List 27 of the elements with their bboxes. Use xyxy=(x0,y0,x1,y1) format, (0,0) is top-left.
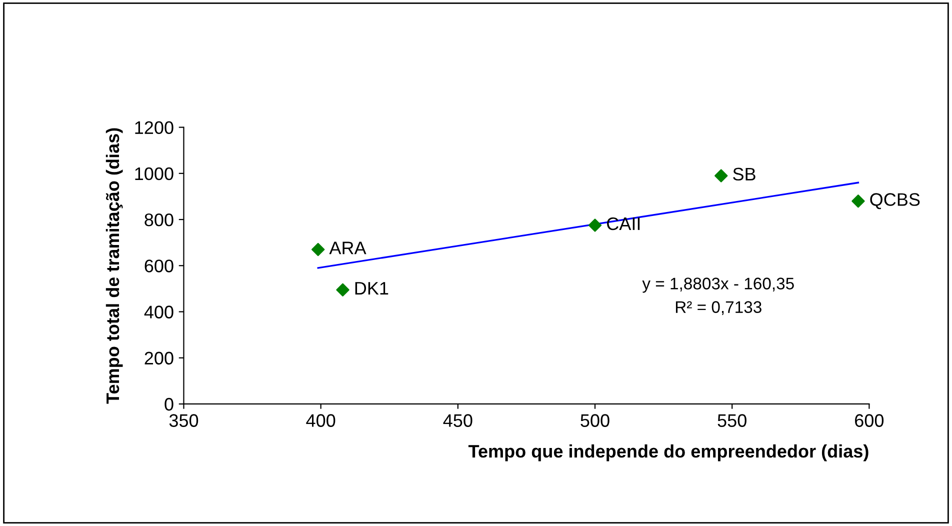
y-tick-label: 200 xyxy=(144,352,174,365)
x-tick-label: 600 xyxy=(855,414,884,427)
y-axis-title: Tempo total de tramitação (dias) xyxy=(106,128,123,404)
annotation: SB xyxy=(733,168,756,181)
point xyxy=(588,218,602,232)
point xyxy=(714,169,728,182)
y-tick-label: 1200 xyxy=(135,121,174,134)
y-tick-label: 1000 xyxy=(135,167,174,180)
annotation: CAII xyxy=(607,217,640,230)
x-tick-label: 500 xyxy=(580,414,610,427)
point xyxy=(311,242,325,256)
point xyxy=(336,283,350,296)
annotation: QCBS xyxy=(870,193,920,210)
annotation: ARA xyxy=(329,242,366,254)
x-tick-label: 550 xyxy=(718,414,746,427)
annotation: R² = 0,7133 xyxy=(676,301,762,315)
point xyxy=(852,194,865,208)
y-tick-label: 600 xyxy=(144,260,174,272)
y-tick-label: 400 xyxy=(144,306,174,318)
y-tick-label: 0 xyxy=(164,398,174,411)
annotation: DK1 xyxy=(355,282,388,295)
x-tick-label: 350 xyxy=(169,414,198,427)
x-tick-label: 450 xyxy=(443,414,472,427)
x-axis-title: Tempo que independe do empreendedor (dias) xyxy=(468,444,868,462)
x-tick-label: 400 xyxy=(306,414,336,427)
y-tick-label: 800 xyxy=(144,213,174,226)
annotation: y = 1,8803x - 160,35 xyxy=(642,278,794,293)
